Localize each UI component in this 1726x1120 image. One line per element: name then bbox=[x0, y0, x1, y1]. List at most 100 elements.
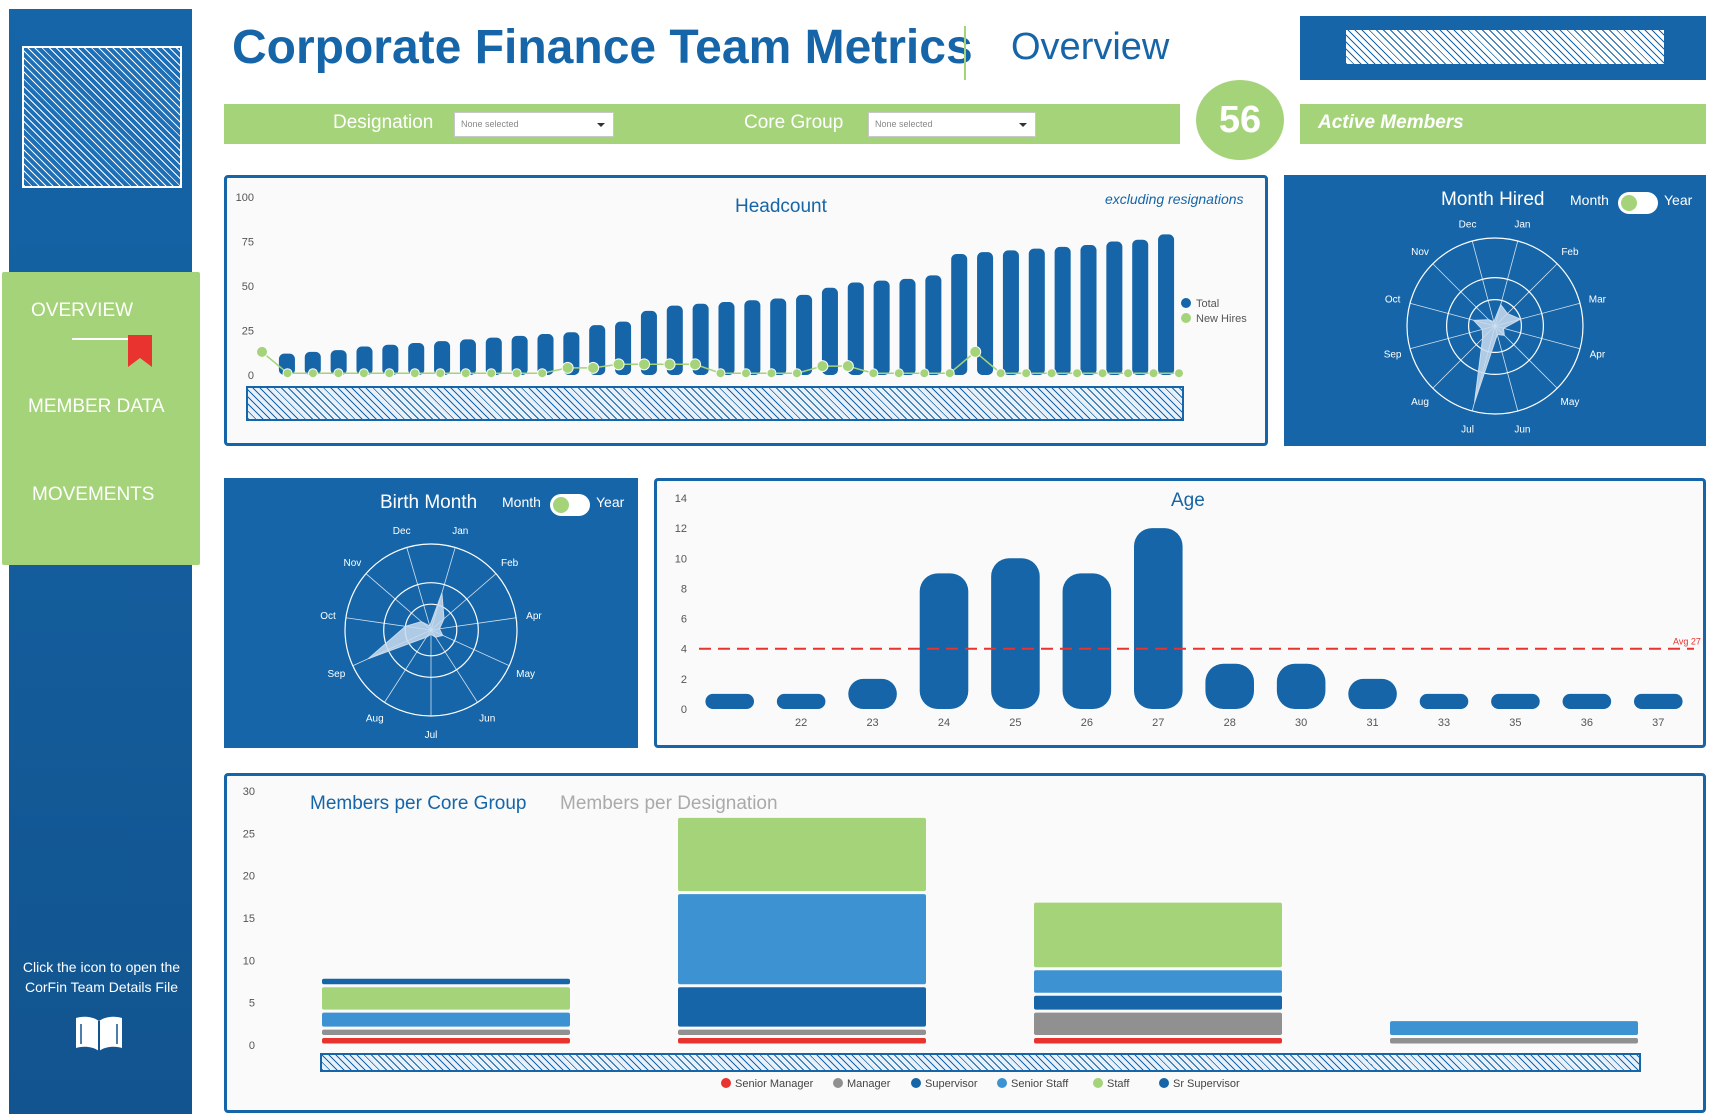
age-bar bbox=[1419, 693, 1469, 709]
stacked-segment bbox=[1390, 1021, 1638, 1036]
birth-month-radar: Jan Feb Apr May Jun Jul Aug Sep Oct Nov Dec bbox=[320, 526, 542, 741]
headcount-bar bbox=[1158, 234, 1175, 375]
nav-panel bbox=[2, 272, 200, 565]
chevron-down-icon bbox=[597, 123, 605, 127]
new-hires-point bbox=[1174, 368, 1184, 379]
month-year-toggle[interactable] bbox=[550, 494, 590, 516]
radar-spoke bbox=[1471, 240, 1496, 327]
new-hires-point bbox=[995, 368, 1006, 379]
members-per-designation-tab[interactable]: Members per Designation bbox=[560, 793, 778, 814]
headcount-slicer-placeholder[interactable] bbox=[246, 386, 1184, 421]
radar-category-label: Jan bbox=[1514, 220, 1530, 231]
stacked-segment bbox=[322, 1012, 570, 1027]
legend-new-hires-label: New Hires bbox=[1196, 313, 1247, 325]
new-hires-point bbox=[791, 368, 802, 379]
core-group-dropdown[interactable]: None selected bbox=[868, 112, 1036, 137]
legend-swatch bbox=[1159, 1078, 1169, 1088]
radar-category-label: Mar bbox=[1589, 295, 1607, 306]
radar-spoke bbox=[1494, 325, 1558, 389]
age-title: Age bbox=[1171, 490, 1205, 511]
radar-category-label: Jan bbox=[452, 526, 468, 537]
radar-spoke bbox=[384, 629, 432, 703]
x-tick-label: 31 bbox=[1366, 717, 1378, 729]
radar-category-label: May bbox=[1561, 397, 1580, 408]
group-slicer-placeholder[interactable] bbox=[320, 1053, 1641, 1072]
new-hires-point bbox=[816, 360, 829, 373]
headcount-title: Headcount bbox=[735, 196, 827, 217]
age-bar bbox=[1134, 528, 1183, 709]
headcount-bar bbox=[899, 278, 916, 375]
radar-category-label: Jun bbox=[1514, 424, 1530, 435]
radar-spoke bbox=[406, 547, 432, 631]
headcount-bar bbox=[434, 341, 451, 375]
headcount-bar bbox=[485, 337, 502, 375]
month-year-toggle[interactable] bbox=[1618, 192, 1658, 214]
y-tick-label: 0 bbox=[249, 1040, 255, 1052]
members-per-core-group-tab[interactable]: Members per Core Group bbox=[310, 793, 527, 814]
legend-swatch bbox=[911, 1078, 921, 1088]
stacked-segment bbox=[1034, 970, 1282, 993]
headcount-bar bbox=[744, 300, 761, 375]
legend-label: Manager bbox=[847, 1078, 891, 1090]
designation-label: Designation bbox=[333, 112, 434, 133]
radar-spoke bbox=[1432, 263, 1496, 327]
designation-dropdown[interactable]: None selected bbox=[454, 112, 614, 137]
headcount-bar bbox=[796, 294, 813, 375]
legend-new-hires-swatch bbox=[1181, 313, 1191, 323]
headcount-bar bbox=[304, 351, 321, 375]
y-tick-label: 50 bbox=[242, 281, 254, 293]
new-hires-point bbox=[460, 368, 471, 379]
radar-category-label: Aug bbox=[366, 713, 384, 724]
radar-category-label: Nov bbox=[1411, 247, 1429, 258]
x-tick-label: 24 bbox=[938, 717, 950, 729]
age-bar bbox=[1491, 693, 1540, 709]
radar-category-label: Aug bbox=[1411, 397, 1429, 408]
title-separator bbox=[964, 26, 966, 80]
nav-item-movements[interactable]: MOVEMENTS bbox=[32, 484, 155, 505]
stacked-segment bbox=[322, 1038, 570, 1044]
active-indicator-line bbox=[72, 338, 130, 340]
headcount-bar bbox=[692, 303, 709, 375]
radar-spoke bbox=[1494, 325, 1581, 350]
headcount-bar bbox=[408, 342, 425, 375]
new-hires-point bbox=[766, 368, 777, 379]
age-bar bbox=[705, 693, 754, 709]
page-title: Corporate Finance Team Metrics bbox=[232, 21, 973, 74]
y-tick-label: 25 bbox=[242, 326, 254, 338]
x-tick-label: 28 bbox=[1224, 717, 1236, 729]
y-tick-label: 10 bbox=[675, 553, 687, 565]
y-tick-label: 14 bbox=[675, 493, 687, 505]
x-tick-label: 26 bbox=[1081, 717, 1093, 729]
new-hires-point bbox=[409, 368, 420, 379]
y-tick-label: 25 bbox=[243, 828, 255, 840]
active-members-label: Active Members bbox=[1318, 112, 1464, 133]
radar-spoke bbox=[430, 617, 517, 631]
headcount-bar bbox=[821, 287, 838, 375]
headcount-bar bbox=[1106, 241, 1123, 375]
nav-item-overview[interactable]: OVERVIEW bbox=[31, 300, 134, 321]
new-hires-point bbox=[1148, 368, 1159, 379]
radar-category-label: Dec bbox=[393, 526, 411, 537]
radar-spoke bbox=[430, 629, 510, 667]
y-tick-label: 0 bbox=[248, 370, 254, 382]
radar-category-label: Sep bbox=[327, 669, 345, 680]
toggle-knob bbox=[1621, 195, 1637, 211]
new-hires-point bbox=[537, 368, 548, 379]
radar-category-label: Feb bbox=[1561, 247, 1579, 258]
company-logo-placeholder bbox=[22, 46, 182, 188]
headcount-bar bbox=[459, 339, 476, 375]
new-hires-point bbox=[868, 368, 879, 379]
legend-swatch bbox=[833, 1078, 843, 1088]
book-icon[interactable] bbox=[74, 1013, 124, 1053]
nav-item-member-data[interactable]: MEMBER DATA bbox=[28, 396, 165, 417]
age-bar bbox=[1562, 693, 1612, 709]
legend-label: Senior Staff bbox=[1011, 1078, 1069, 1090]
month-toggle-label: Month bbox=[1570, 192, 1609, 208]
new-hires-point bbox=[969, 345, 982, 358]
birth-month-title: Birth Month bbox=[380, 492, 478, 513]
stacked-segment bbox=[1034, 1012, 1282, 1036]
y-tick-label: 10 bbox=[243, 955, 255, 967]
stacked-segment bbox=[322, 987, 570, 1010]
radar-spoke bbox=[1494, 325, 1519, 412]
age-bar bbox=[1276, 663, 1326, 709]
